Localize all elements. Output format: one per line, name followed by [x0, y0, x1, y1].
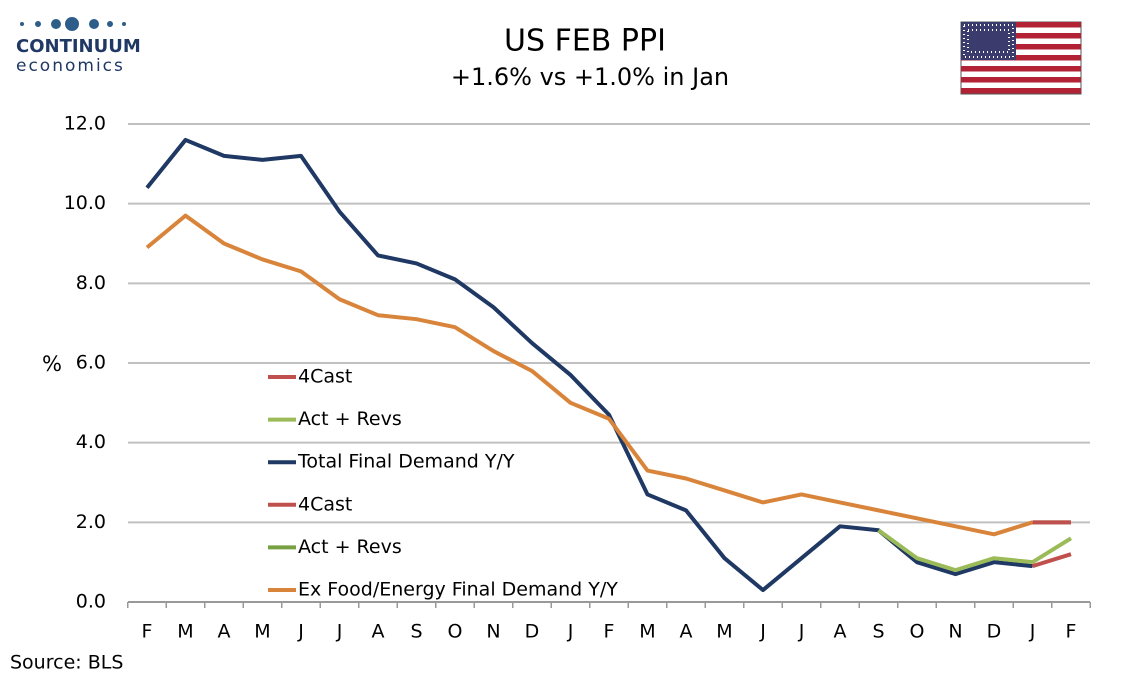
- legend-label: Act + Revs: [298, 536, 402, 558]
- x-tick-label: N: [486, 621, 500, 643]
- x-tick-label: J: [798, 621, 805, 643]
- y-tick-label: 6.0: [76, 352, 106, 374]
- y-tick-label: 2.0: [76, 511, 106, 533]
- legend-label: Ex Food/Energy Final Demand Y/Y: [298, 579, 618, 601]
- x-tick-label: S: [410, 621, 422, 643]
- x-tick-label: D: [987, 621, 1002, 643]
- x-tick-label: M: [177, 621, 193, 643]
- x-tick-label: J: [1029, 621, 1036, 643]
- x-tick-label: O: [448, 621, 463, 643]
- x-tick-label: J: [567, 621, 574, 643]
- x-tick-label: M: [639, 621, 655, 643]
- y-tick-label: 4.0: [76, 431, 106, 453]
- y-tick-label: 0.0: [76, 591, 106, 613]
- x-tick-label: A: [834, 621, 847, 643]
- source: Source: BLS: [10, 652, 123, 674]
- y-axis-label: %: [42, 352, 62, 376]
- y-tick-label: 8.0: [76, 272, 106, 294]
- x-tick-label: A: [372, 621, 385, 643]
- logo: CONTINUUM economics: [16, 17, 141, 76]
- x-tick-label: A: [680, 621, 693, 643]
- x-tick-label: J: [759, 621, 766, 643]
- flag: [960, 21, 1082, 95]
- series-line: [877, 528, 1073, 573]
- x-tick-label: J: [336, 621, 343, 643]
- legend-label: 4Cast: [298, 366, 352, 388]
- series-line: [1031, 552, 1072, 569]
- brand-name: CONTINUUM: [16, 36, 141, 57]
- legend-label: Act + Revs: [298, 408, 402, 430]
- series-line: [145, 213, 1034, 537]
- y-tick-label: 10.0: [64, 192, 106, 214]
- x-tick-label: S: [872, 621, 884, 643]
- chart-title: US FEB PPI: [504, 24, 666, 59]
- x-tick-label: F: [1066, 621, 1077, 643]
- x-tick-label: M: [254, 621, 270, 643]
- chart-subtitle: +1.6% vs +1.0% in Jan: [451, 63, 729, 91]
- legend-label: 4Cast: [298, 493, 352, 515]
- y-tick-label: 12.0: [64, 113, 106, 135]
- x-tick-label: D: [525, 621, 540, 643]
- x-tick-label: M: [716, 621, 732, 643]
- x-tick-label: F: [604, 621, 615, 643]
- brand-tagline: economics: [16, 56, 125, 76]
- legend-label: Total Final Demand Y/Y: [297, 451, 515, 473]
- x-tick-label: O: [910, 621, 925, 643]
- x-tick-label: A: [218, 621, 231, 643]
- x-tick-label: J: [297, 621, 304, 643]
- x-tick-label: N: [948, 621, 962, 643]
- x-tick-label: F: [142, 621, 153, 643]
